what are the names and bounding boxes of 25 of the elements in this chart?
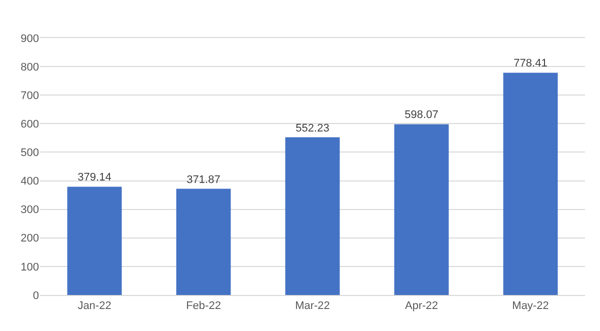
y-tick-label: 600 (20, 118, 39, 131)
data-label: 778.41 (514, 58, 548, 70)
bar (176, 188, 231, 295)
y-tick-label: 800 (20, 61, 39, 74)
bar (67, 186, 122, 295)
y-tick-label: 400 (20, 176, 39, 188)
bar (503, 72, 558, 295)
x-tick-label: Apr-22 (404, 300, 438, 312)
y-tick-label: 700 (20, 90, 39, 102)
x-tick-label: Mar-22 (295, 300, 330, 312)
y-tick-label: 200 (20, 232, 39, 245)
y-tick-label: 300 (20, 204, 39, 216)
data-label: 598.07 (404, 109, 438, 122)
data-label: 552.23 (296, 122, 330, 134)
x-tick-label: May-22 (512, 300, 549, 312)
data-label: 371.87 (186, 174, 220, 186)
y-tick-label: 500 (20, 147, 39, 160)
bar (394, 124, 449, 295)
x-tick-label: Jan-22 (78, 300, 112, 312)
data-label: 379.14 (78, 172, 112, 184)
y-tick-label: 0 (32, 290, 39, 302)
y-tick-label: 900 (20, 32, 39, 45)
y-tick-label: 100 (20, 261, 39, 274)
x-tick-label: Feb-22 (186, 300, 221, 312)
bar (285, 137, 340, 295)
